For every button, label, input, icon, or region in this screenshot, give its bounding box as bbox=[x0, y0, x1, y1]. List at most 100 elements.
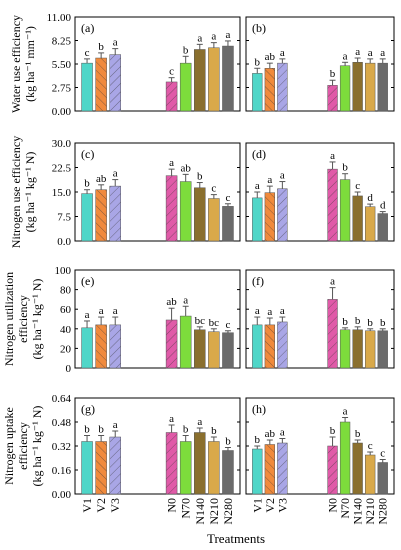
significance-letter: b bbox=[330, 425, 336, 437]
bar-N280 bbox=[222, 450, 234, 495]
significance-letter: a bbox=[280, 170, 285, 182]
y-tick-label: 0.00 bbox=[52, 489, 72, 501]
bar-N210 bbox=[365, 330, 376, 369]
panel-label: (f) bbox=[252, 274, 264, 288]
bar-N210 bbox=[208, 331, 220, 369]
panel-h: (h) b V1 ab V2 a V3 b N0 a N70 b N140 c N210 c N280 bbox=[245, 397, 395, 525]
panel-label: (h) bbox=[252, 402, 266, 416]
x-tick-label: N280 bbox=[221, 498, 235, 525]
x-tick-label: N280 bbox=[376, 498, 390, 525]
bar-hatch bbox=[264, 324, 275, 368]
y-tick-label: 11.00 bbox=[47, 12, 72, 24]
x-tick-label: V2 bbox=[263, 498, 277, 513]
y-tick-label: 5.50 bbox=[52, 59, 72, 71]
y-axis-title: Nitrogen use efficiency bbox=[9, 136, 23, 248]
y-tick-label: 0.16 bbox=[52, 465, 72, 477]
bar-N70 bbox=[179, 315, 192, 369]
bar-hatch bbox=[95, 324, 107, 368]
significance-letter: b bbox=[84, 424, 90, 436]
y-tick-label: 80 bbox=[60, 285, 72, 297]
y-axis-title: Nitrogen utilization bbox=[2, 272, 16, 366]
significance-letter: a bbox=[343, 50, 348, 62]
bar-hatch bbox=[327, 446, 338, 494]
x-tick-label: N210 bbox=[363, 498, 377, 525]
bar-V1 bbox=[81, 193, 93, 242]
bar-N70 bbox=[179, 441, 192, 495]
significance-letter: d bbox=[380, 200, 386, 212]
bar-N210 bbox=[208, 198, 220, 242]
bar-N140 bbox=[352, 62, 363, 112]
significance-letter: a bbox=[183, 294, 188, 306]
significance-letter: a bbox=[330, 150, 335, 162]
significance-letter: b bbox=[197, 171, 203, 183]
significance-letter: a bbox=[113, 37, 118, 49]
significance-letter: bc bbox=[209, 317, 220, 329]
x-tick-label: N140 bbox=[193, 498, 207, 525]
bar-V1 bbox=[81, 62, 93, 112]
panel-g: 0.00 0.16 0.32 0.48 0.64 Nitrogen uptake effic… bbox=[2, 393, 241, 525]
significance-letter: a bbox=[355, 46, 360, 58]
bar-hatch bbox=[109, 437, 121, 494]
significance-letter: b bbox=[355, 428, 361, 440]
bar-hatch bbox=[95, 441, 107, 494]
bar-hatch bbox=[264, 192, 275, 241]
significance-letter: c bbox=[226, 319, 231, 331]
y-tick-label: 22.5 bbox=[52, 163, 72, 175]
significance-letter: c bbox=[226, 192, 231, 204]
significance-letter: b bbox=[183, 44, 189, 56]
bar-N210 bbox=[365, 206, 376, 242]
significance-letter: a bbox=[226, 29, 231, 41]
x-axis-title: Treatments bbox=[207, 531, 265, 546]
significance-letter: d bbox=[367, 192, 373, 204]
significance-letter: b bbox=[98, 41, 104, 53]
bar-V1 bbox=[81, 441, 93, 495]
bar-N70 bbox=[179, 62, 192, 112]
significance-letter: a bbox=[169, 157, 174, 169]
panel-frame bbox=[245, 269, 395, 369]
significance-letter: a bbox=[197, 416, 202, 428]
significance-letter: c bbox=[169, 66, 174, 78]
significance-letter: c bbox=[211, 183, 216, 195]
bar-N210 bbox=[365, 454, 376, 495]
bar-hatch bbox=[166, 432, 178, 494]
y-tick-label: 0.32 bbox=[52, 441, 71, 453]
y-axis-title: (kg ha⁻¹ kg⁻¹ N) bbox=[30, 279, 44, 360]
x-tick-label: N70 bbox=[338, 498, 352, 519]
bar-N280 bbox=[222, 332, 234, 369]
y-tick-label: 7.5 bbox=[57, 212, 71, 224]
bar-hatch bbox=[166, 319, 178, 368]
bar-N280 bbox=[377, 462, 388, 495]
bar-N70 bbox=[339, 421, 351, 495]
significance-letter: a bbox=[267, 306, 272, 318]
significance-letter: ab bbox=[265, 51, 276, 63]
significance-letter: b bbox=[255, 56, 261, 68]
significance-letter: a bbox=[85, 309, 90, 321]
x-tick-label: V2 bbox=[94, 498, 108, 513]
y-tick-label: 2.75 bbox=[52, 83, 72, 95]
significance-letter: bc bbox=[195, 315, 206, 327]
x-tick-label: V3 bbox=[275, 498, 289, 513]
panel-b: (b)b ab aba a a a bbox=[245, 16, 395, 112]
significance-letter: a bbox=[280, 305, 285, 317]
bar-hatch bbox=[166, 81, 178, 111]
significance-letter: b bbox=[255, 434, 261, 446]
bar-N70 bbox=[179, 181, 192, 242]
bar-hatch bbox=[95, 58, 107, 111]
bar-N70 bbox=[339, 65, 351, 112]
significance-letter: a bbox=[99, 305, 104, 317]
significance-letter: c bbox=[355, 180, 360, 192]
bar-hatch bbox=[264, 68, 275, 111]
significance-letter: ab bbox=[180, 162, 191, 174]
significance-letter: a bbox=[368, 47, 373, 59]
x-tick-label: V1 bbox=[250, 498, 264, 513]
bar-hatch bbox=[264, 444, 275, 494]
bar-N280 bbox=[377, 62, 388, 112]
bar-N280 bbox=[222, 45, 234, 112]
significance-letter: b bbox=[342, 316, 348, 328]
y-tick-label: 40 bbox=[60, 324, 72, 336]
y-tick-label: 0.64 bbox=[52, 393, 72, 405]
significance-letter: ab bbox=[265, 428, 276, 440]
bar-hatch bbox=[277, 63, 288, 111]
bar-V1 bbox=[252, 197, 263, 242]
